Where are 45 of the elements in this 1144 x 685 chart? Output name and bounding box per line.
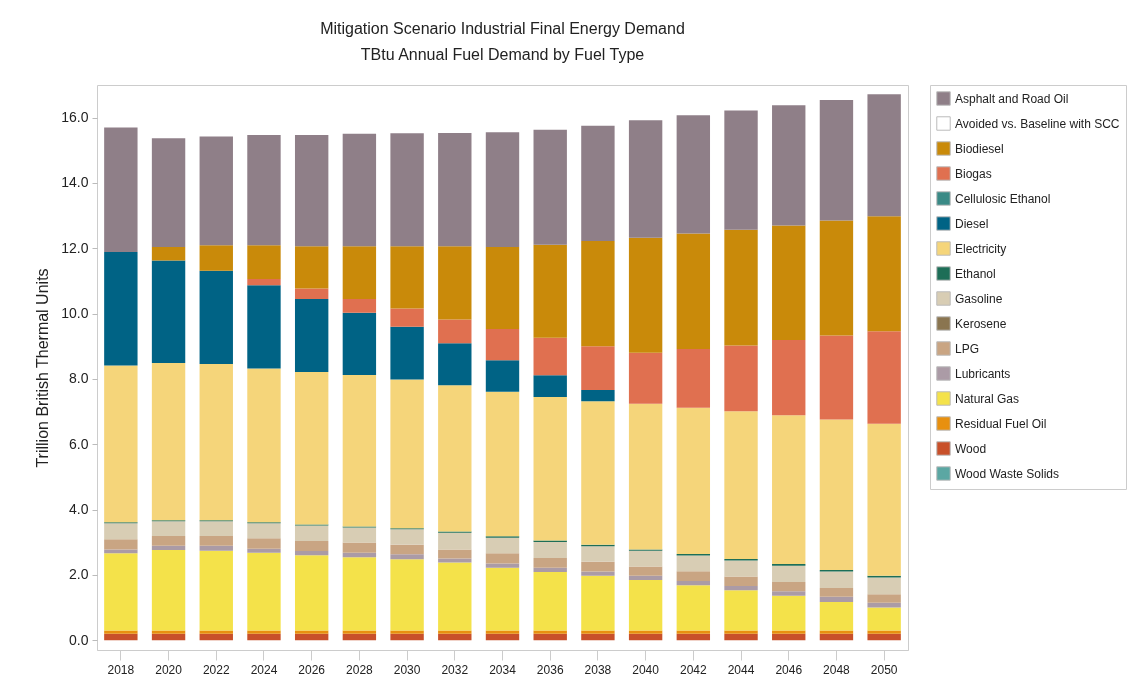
x-tick-label: 2042 <box>679 662 707 677</box>
x-tick-label: 2022 <box>202 662 230 677</box>
x-tick-label: 2030 <box>393 662 421 677</box>
legend-label: Natural Gas <box>955 391 1020 406</box>
legend-label: Lubricants <box>955 366 1011 381</box>
legend-label: Asphalt and Road Oil <box>955 91 1069 106</box>
y-tick-label: 2.0 <box>69 566 89 583</box>
y-tick-label: 8.0 <box>69 370 89 387</box>
y-tick-label: 6.0 <box>69 435 89 452</box>
y-tick-label: 4.0 <box>69 501 89 518</box>
legend-label: Electricity <box>955 241 1007 256</box>
y-axis-title: Trillion British Thermal Units <box>34 268 52 468</box>
x-tick-label: 2032 <box>441 662 469 677</box>
y-tick-label: 0.0 <box>69 631 89 648</box>
x-tick-label: 2034 <box>489 662 517 677</box>
legend-label: Wood Waste Solids <box>955 466 1060 481</box>
x-tick-label: 2026 <box>298 662 326 677</box>
legend-label: Diesel <box>955 216 989 231</box>
x-tick-label: 2050 <box>870 662 898 677</box>
x-tick-label: 2024 <box>250 662 278 677</box>
legend-label: Avoided vs. Baseline with SCC <box>955 116 1120 131</box>
y-tick-label: 16.0 <box>61 109 89 126</box>
x-tick-label: 2038 <box>584 662 612 677</box>
legend-label: Residual Fuel Oil <box>955 416 1047 431</box>
x-tick-label: 2020 <box>155 662 183 677</box>
x-tick-label: 2036 <box>536 662 564 677</box>
y-tick-label: 12.0 <box>61 239 89 256</box>
legend-label: LPG <box>955 341 980 356</box>
y-tick-label: 10.0 <box>61 305 89 322</box>
x-tick-label: 2046 <box>775 662 803 677</box>
chart-title: Mitigation Scenario Industrial Final Energy Demand <box>320 19 685 37</box>
x-tick-label: 2040 <box>632 662 660 677</box>
x-tick-label: 2018 <box>107 662 135 677</box>
x-tick-label: 2028 <box>346 662 374 677</box>
legend-label: Biogas <box>955 166 992 181</box>
legend-label: Biodiesel <box>955 141 1004 156</box>
legend-label: Wood <box>955 441 987 456</box>
x-tick-label: 2048 <box>823 662 851 677</box>
chart-subtitle: TBtu Annual Fuel Demand by Fuel Type <box>360 45 645 63</box>
y-tick-label: 14.0 <box>61 174 89 191</box>
legend-label: Gasoline <box>955 291 1003 306</box>
legend-label: Kerosene <box>955 316 1007 331</box>
legend-label: Ethanol <box>955 266 996 281</box>
legend-label: Cellulosic Ethanol <box>955 191 1051 206</box>
x-tick-label: 2044 <box>727 662 755 677</box>
